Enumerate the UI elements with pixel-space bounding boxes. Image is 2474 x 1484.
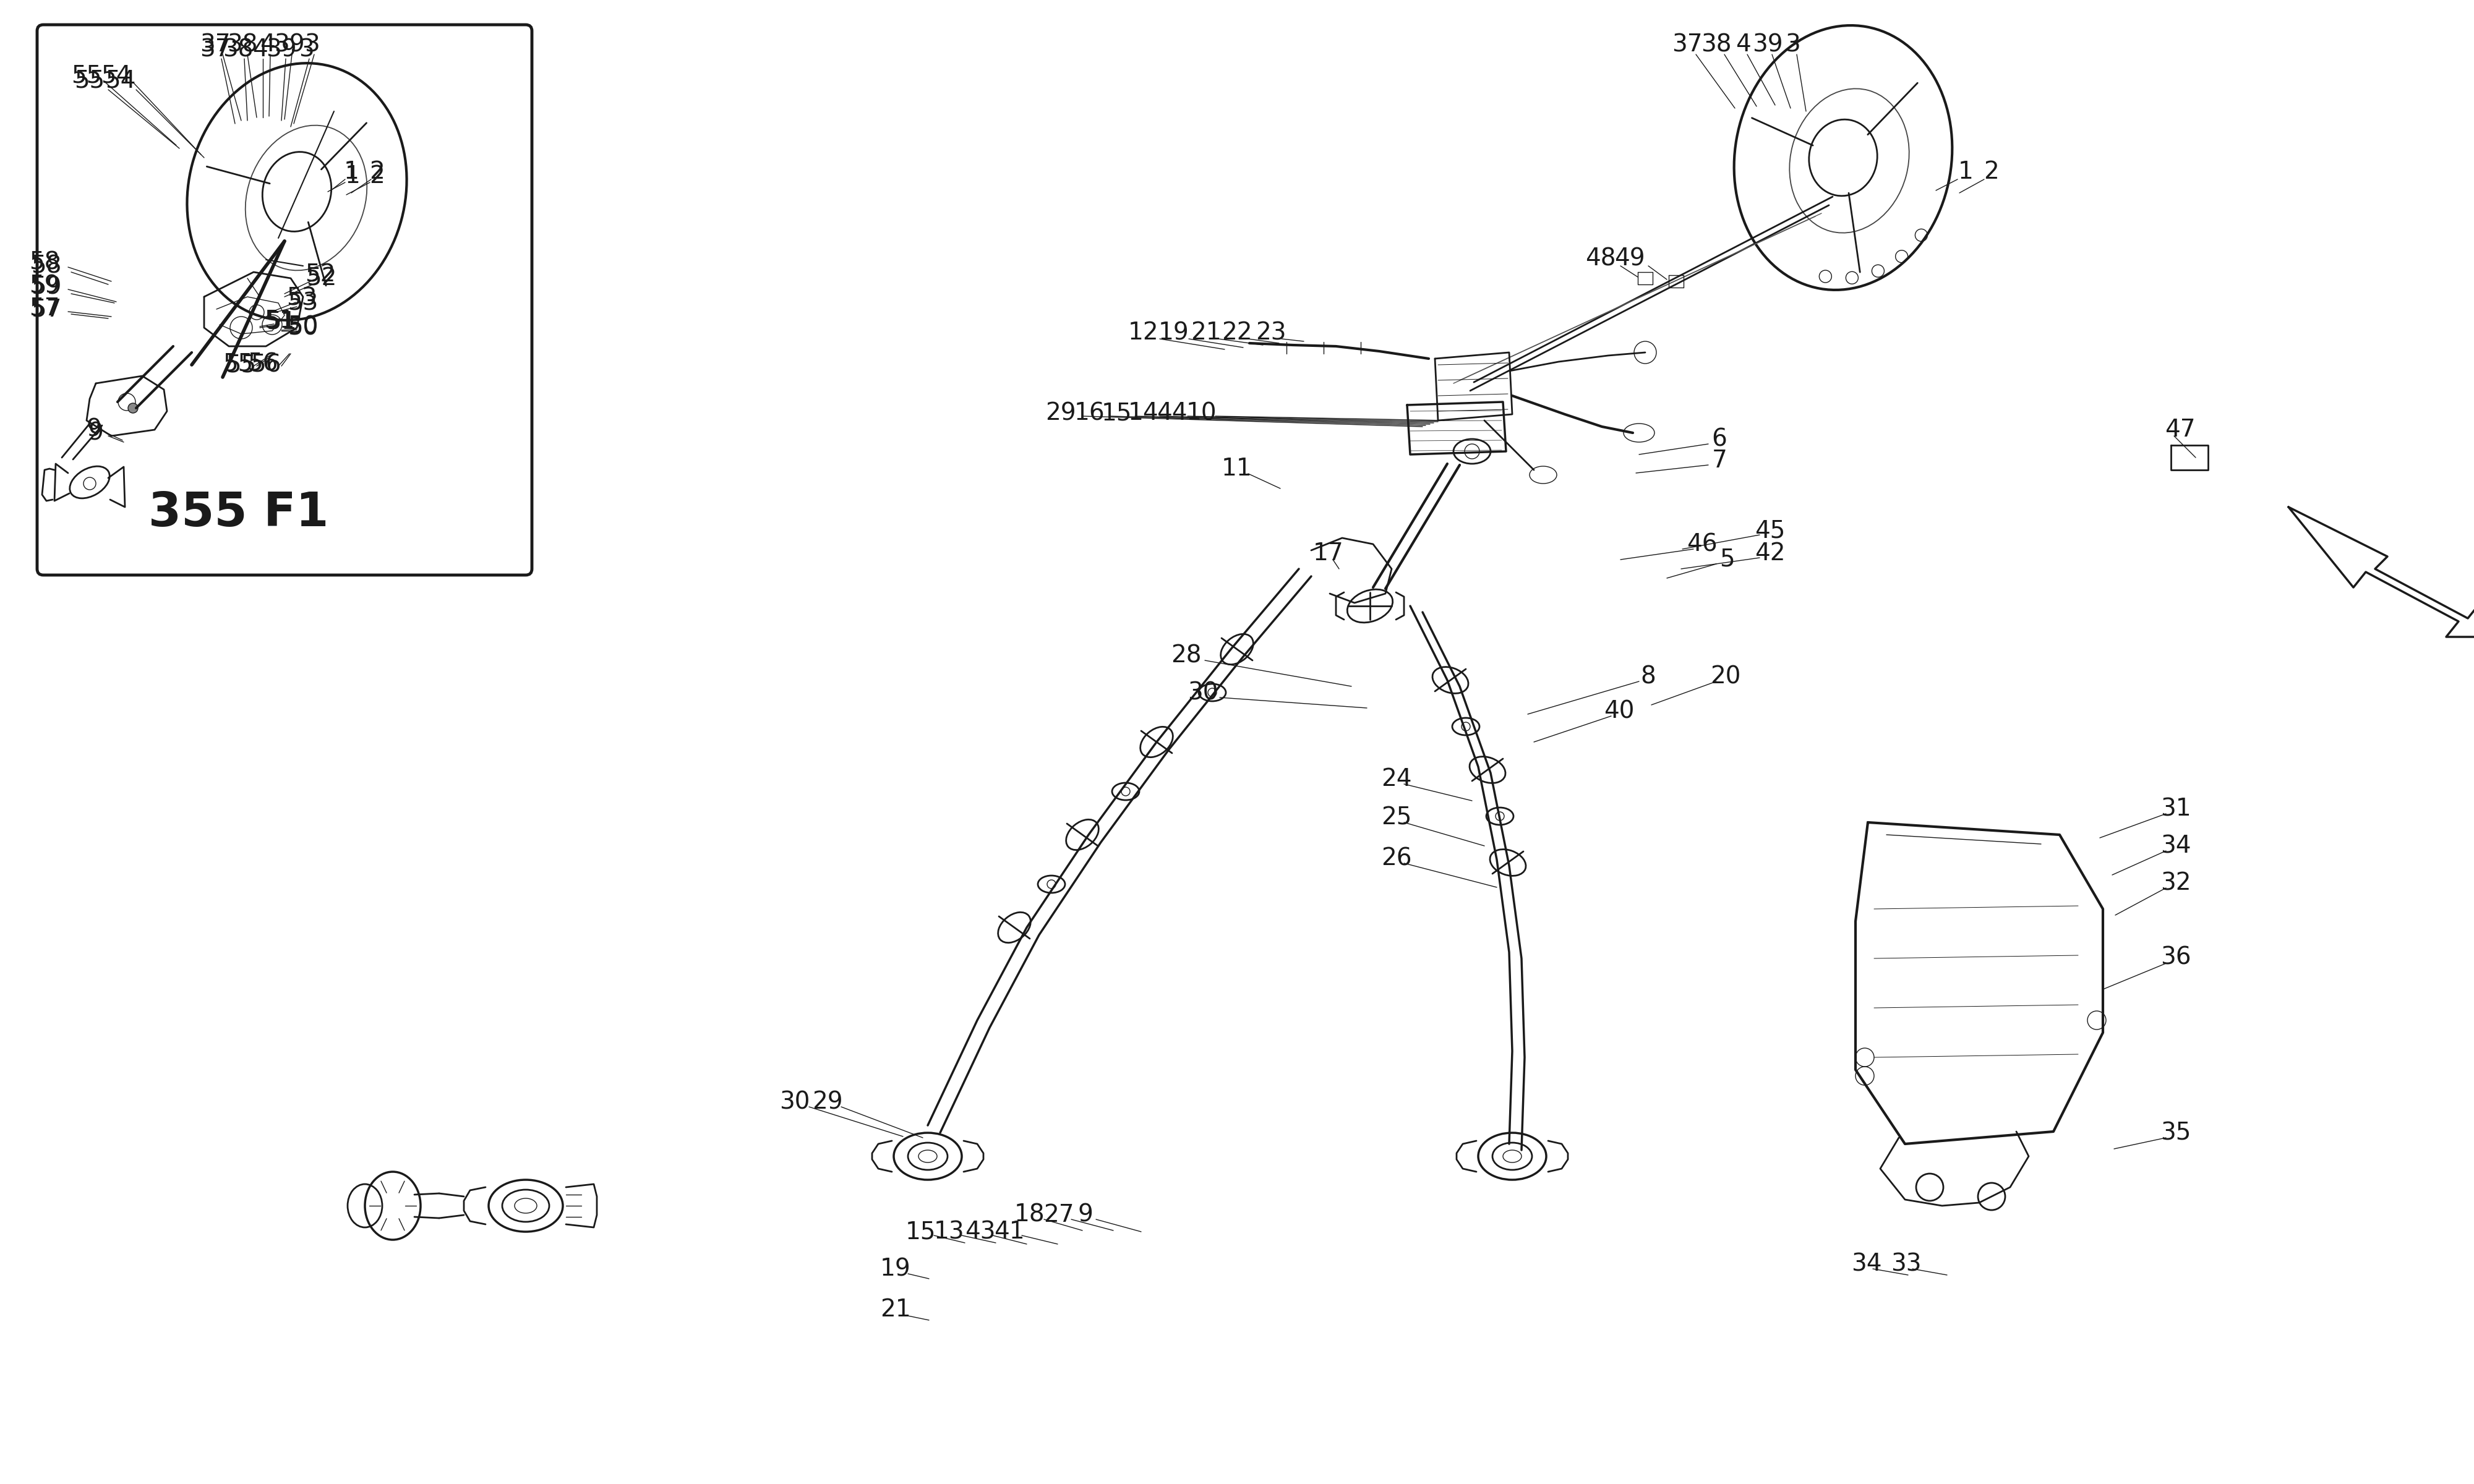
- Text: 32: 32: [2160, 871, 2192, 895]
- Text: 13: 13: [935, 1220, 965, 1244]
- Text: 6: 6: [1712, 427, 1727, 451]
- Text: 55: 55: [223, 352, 252, 375]
- Text: 21: 21: [1190, 321, 1222, 344]
- Text: 9: 9: [89, 421, 104, 445]
- Text: 41: 41: [995, 1220, 1024, 1244]
- Text: 4: 4: [252, 37, 267, 61]
- Text: 4: 4: [1734, 33, 1752, 56]
- Text: 46: 46: [1687, 533, 1717, 556]
- Text: 4: 4: [260, 33, 275, 56]
- Text: 21: 21: [881, 1298, 910, 1321]
- Text: 25: 25: [1380, 806, 1413, 830]
- Text: 27: 27: [1044, 1204, 1074, 1227]
- Text: 23: 23: [1257, 321, 1286, 344]
- Text: 59: 59: [30, 275, 59, 297]
- Text: 2: 2: [1984, 160, 1999, 184]
- Text: 42: 42: [1754, 542, 1786, 565]
- Text: 2: 2: [369, 165, 386, 188]
- Text: 1: 1: [1957, 160, 1974, 184]
- Text: 29: 29: [811, 1091, 844, 1113]
- Text: 37: 37: [1672, 33, 1702, 56]
- Text: 30: 30: [779, 1091, 809, 1113]
- Text: 1: 1: [344, 165, 361, 188]
- Text: 50: 50: [287, 315, 319, 338]
- Text: 3: 3: [304, 33, 319, 56]
- Text: 26: 26: [1380, 846, 1413, 870]
- Text: 57: 57: [30, 297, 59, 319]
- Text: 24: 24: [1380, 767, 1413, 791]
- Text: 9: 9: [87, 418, 101, 442]
- Text: 28: 28: [1170, 644, 1202, 668]
- Text: 57: 57: [32, 297, 62, 321]
- Text: 22: 22: [1222, 321, 1252, 344]
- Text: 30: 30: [1188, 681, 1217, 705]
- Text: 56: 56: [250, 353, 282, 377]
- Text: 16: 16: [1074, 401, 1106, 424]
- Text: 31: 31: [2160, 797, 2192, 821]
- Text: 12: 12: [1128, 321, 1158, 344]
- Text: 39: 39: [275, 33, 304, 56]
- Text: 34: 34: [2160, 834, 2192, 858]
- Text: 37: 37: [200, 33, 230, 56]
- Text: 40: 40: [1603, 699, 1635, 723]
- Text: 9: 9: [1079, 1204, 1094, 1227]
- Text: 39: 39: [1752, 33, 1784, 56]
- Text: 17: 17: [1314, 542, 1343, 565]
- Text: 355 F1: 355 F1: [148, 490, 329, 536]
- Text: 53: 53: [287, 291, 319, 315]
- Text: 51: 51: [267, 310, 297, 334]
- Circle shape: [129, 404, 139, 413]
- Text: 3: 3: [1784, 33, 1801, 56]
- Text: 19: 19: [881, 1257, 910, 1281]
- Text: 38: 38: [228, 33, 257, 56]
- Text: 15: 15: [1101, 401, 1131, 424]
- Text: 47: 47: [2165, 418, 2194, 442]
- Text: 52: 52: [307, 267, 336, 289]
- Text: 37: 37: [200, 37, 230, 61]
- Text: 8: 8: [1640, 665, 1655, 689]
- Text: 56: 56: [247, 352, 277, 375]
- Text: 19: 19: [1158, 321, 1190, 344]
- Text: 18: 18: [1014, 1204, 1044, 1227]
- Text: 11: 11: [1222, 457, 1252, 481]
- Text: 59: 59: [32, 276, 62, 300]
- Text: 52: 52: [304, 264, 336, 286]
- Text: 10: 10: [1185, 401, 1217, 424]
- Text: 54: 54: [106, 68, 136, 92]
- Text: 14: 14: [1128, 401, 1158, 424]
- Text: 15: 15: [905, 1220, 935, 1244]
- Text: 58: 58: [32, 254, 62, 278]
- Text: 34: 34: [1851, 1252, 1883, 1276]
- Text: 50: 50: [287, 316, 319, 340]
- Text: 38: 38: [223, 37, 252, 61]
- Text: 45: 45: [1754, 519, 1786, 542]
- Text: 7: 7: [1712, 448, 1727, 472]
- Text: 55: 55: [225, 353, 257, 377]
- Text: 29: 29: [1047, 401, 1076, 424]
- Text: 38: 38: [1702, 33, 1732, 56]
- Text: 48: 48: [1586, 246, 1616, 270]
- Text: 51: 51: [265, 309, 294, 332]
- Text: 36: 36: [2160, 945, 2192, 969]
- Text: 3: 3: [299, 37, 314, 61]
- Text: 49: 49: [1616, 246, 1645, 270]
- Text: 33: 33: [1890, 1252, 1922, 1276]
- Text: 55: 55: [72, 64, 101, 88]
- Text: 5: 5: [1719, 548, 1734, 571]
- Text: 1: 1: [344, 160, 359, 184]
- Text: 58: 58: [30, 251, 59, 275]
- Text: 44: 44: [1158, 401, 1188, 424]
- Text: 39: 39: [267, 37, 297, 61]
- Text: 54: 54: [101, 64, 131, 88]
- Text: 35: 35: [2160, 1120, 2192, 1144]
- Text: 2: 2: [369, 160, 386, 184]
- Text: 43: 43: [965, 1220, 995, 1244]
- Text: 53: 53: [287, 286, 317, 310]
- Text: 20: 20: [1710, 665, 1742, 689]
- Text: 55: 55: [74, 68, 104, 92]
